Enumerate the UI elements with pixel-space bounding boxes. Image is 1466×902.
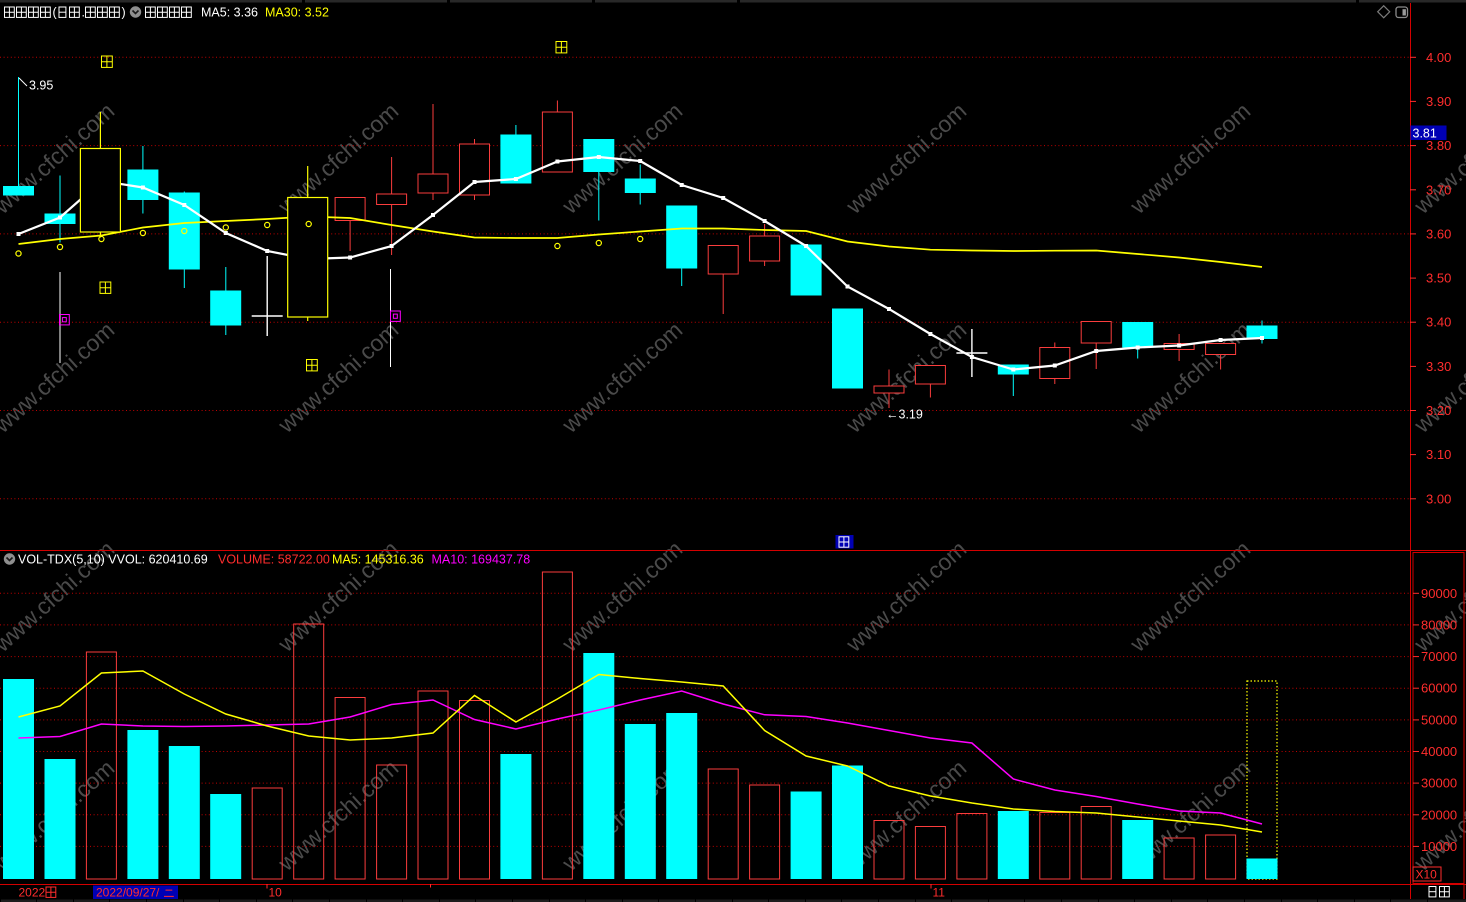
svg-text:.: . (82, 6, 85, 20)
svg-text:2022: 2022 (19, 886, 46, 900)
svg-text:MA5: 145316.36: MA5: 145316.36 (332, 553, 424, 567)
svg-text:3.30: 3.30 (1426, 359, 1451, 374)
svg-text:30000: 30000 (1421, 776, 1457, 791)
svg-text:3.40: 3.40 (1426, 315, 1451, 330)
svg-text:3.10: 3.10 (1426, 447, 1451, 462)
svg-text:3.50: 3.50 (1426, 271, 1451, 286)
svg-text:3.70: 3.70 (1426, 182, 1451, 197)
svg-text:80000: 80000 (1421, 617, 1457, 632)
svg-text:MA5: 3.36: MA5: 3.36 (201, 6, 258, 20)
svg-text:4.00: 4.00 (1426, 50, 1451, 65)
svg-text:50000: 50000 (1421, 712, 1457, 727)
svg-text:10: 10 (269, 886, 283, 900)
svg-text:20000: 20000 (1421, 807, 1457, 822)
svg-text:60000: 60000 (1421, 681, 1457, 696)
svg-text:90000: 90000 (1421, 586, 1457, 601)
svg-text:70000: 70000 (1421, 649, 1457, 664)
svg-text:VOL-TDX(5,10) VVOL: 620410.69: VOL-TDX(5,10) VVOL: 620410.69 (18, 553, 208, 567)
svg-text:10000: 10000 (1421, 839, 1457, 854)
svg-text:MA10: 169437.78: MA10: 169437.78 (432, 553, 531, 567)
svg-text:3.60: 3.60 (1426, 226, 1451, 241)
svg-text:): ) (122, 6, 126, 20)
svg-text:3.00: 3.00 (1426, 491, 1451, 506)
svg-text:2022/09/27/: 2022/09/27/ (96, 886, 160, 900)
svg-text:40000: 40000 (1421, 744, 1457, 759)
svg-text:X10: X10 (1416, 868, 1438, 882)
svg-text:MA30: 3.52: MA30: 3.52 (265, 6, 329, 20)
svg-text:(: ( (53, 6, 58, 20)
svg-text:3.81: 3.81 (1413, 127, 1437, 141)
svg-text:VOLUME: 58722.00: VOLUME: 58722.00 (218, 553, 330, 567)
svg-text:11: 11 (933, 886, 946, 900)
svg-text:3.90: 3.90 (1426, 94, 1451, 109)
svg-text:←3.19: ←3.19 (886, 408, 923, 422)
svg-text:3.20: 3.20 (1426, 403, 1451, 418)
svg-text:3.80: 3.80 (1426, 138, 1451, 153)
svg-text:3.95: 3.95 (29, 79, 53, 93)
